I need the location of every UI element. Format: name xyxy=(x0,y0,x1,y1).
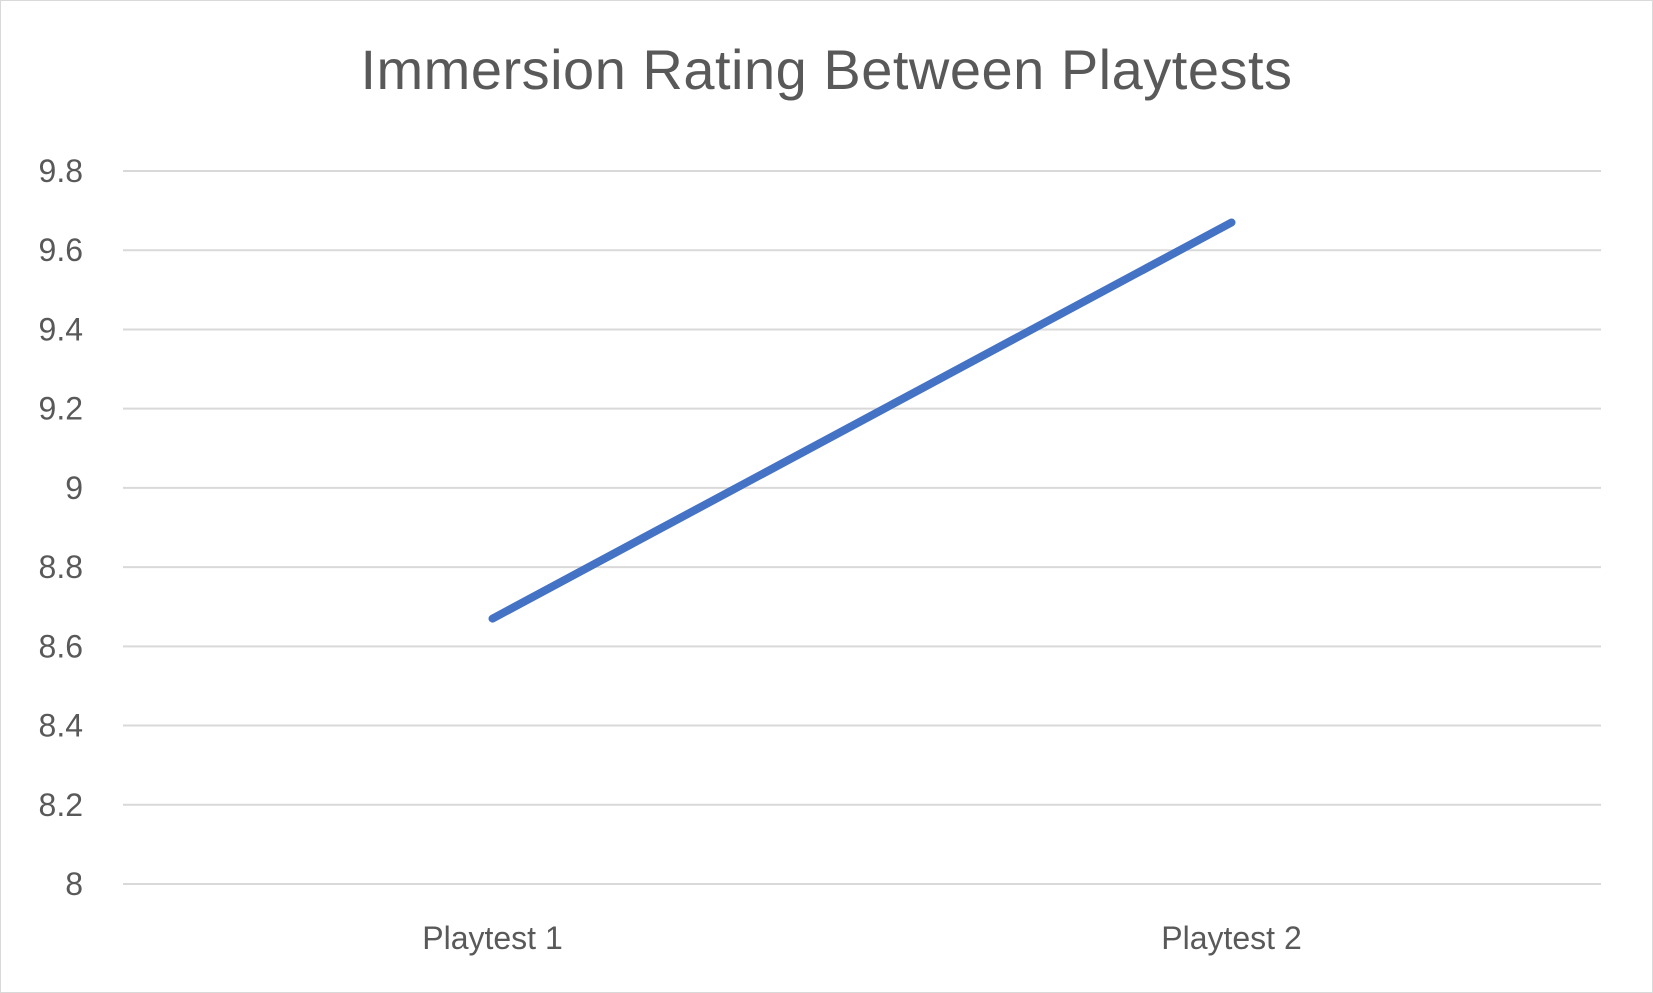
y-axis-tick-labels: 8 8.2 8.4 8.6 8.8 9 9.2 9.4 9.6 9.8 xyxy=(39,153,83,902)
y-tick-label: 9.2 xyxy=(39,391,83,427)
series-line xyxy=(488,218,1236,623)
y-tick-label: 8.4 xyxy=(39,708,83,744)
y-tick-label: 9.6 xyxy=(39,232,83,268)
y-tick-label: 8 xyxy=(65,866,83,902)
gridlines xyxy=(123,170,1601,885)
chart-title: Immersion Rating Between Playtests xyxy=(360,38,1293,101)
x-axis-category-labels: Playtest 1 Playtest 2 xyxy=(422,920,1302,956)
y-tick-label: 9.4 xyxy=(39,311,83,347)
y-tick-label: 9 xyxy=(65,470,83,506)
y-tick-label: 8.2 xyxy=(39,787,83,823)
series-layer xyxy=(488,218,1236,623)
y-tick-label: 8.8 xyxy=(39,549,83,585)
x-category-label: Playtest 1 xyxy=(422,920,563,956)
y-tick-label: 8.6 xyxy=(39,628,83,664)
x-category-label: Playtest 2 xyxy=(1161,920,1302,956)
y-tick-label: 9.8 xyxy=(39,153,83,189)
